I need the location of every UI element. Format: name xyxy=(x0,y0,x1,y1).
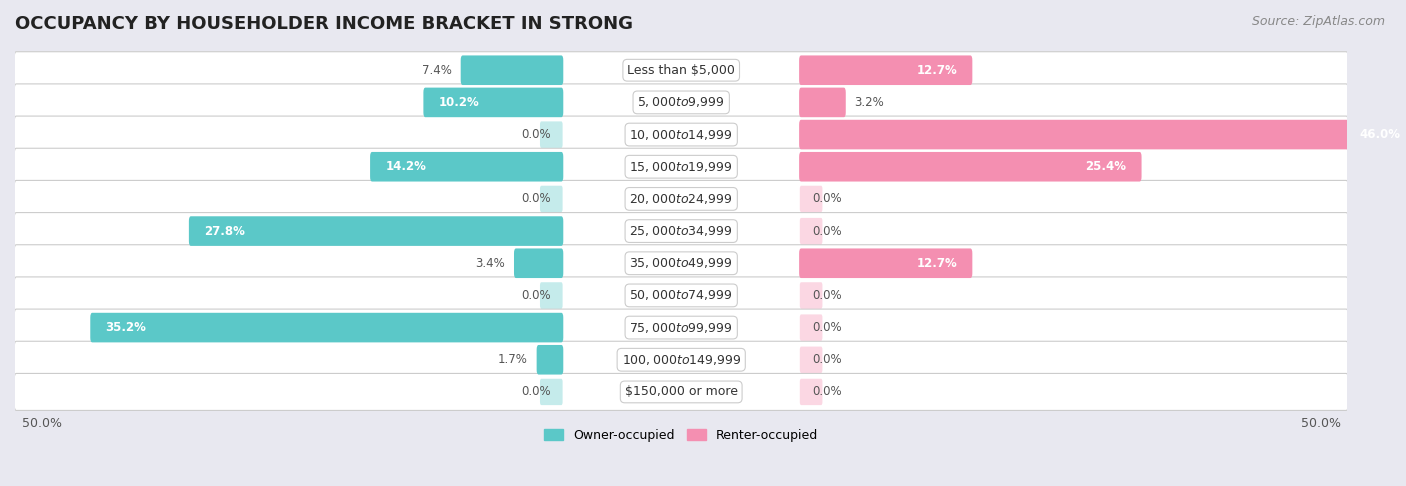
FancyBboxPatch shape xyxy=(799,55,973,85)
FancyBboxPatch shape xyxy=(14,373,1348,410)
FancyBboxPatch shape xyxy=(188,216,564,246)
FancyBboxPatch shape xyxy=(800,218,823,244)
Text: 0.0%: 0.0% xyxy=(522,128,551,141)
FancyBboxPatch shape xyxy=(370,152,564,182)
FancyBboxPatch shape xyxy=(14,309,1348,346)
FancyBboxPatch shape xyxy=(799,87,846,117)
Text: 50.0%: 50.0% xyxy=(21,417,62,430)
Text: 0.0%: 0.0% xyxy=(811,225,841,238)
FancyBboxPatch shape xyxy=(800,282,823,309)
Text: 27.8%: 27.8% xyxy=(204,225,245,238)
Text: $150,000 or more: $150,000 or more xyxy=(624,385,738,399)
FancyBboxPatch shape xyxy=(540,282,562,309)
Text: $10,000 to $14,999: $10,000 to $14,999 xyxy=(630,127,733,141)
FancyBboxPatch shape xyxy=(800,186,823,212)
Text: 3.2%: 3.2% xyxy=(855,96,884,109)
Text: 0.0%: 0.0% xyxy=(811,289,841,302)
FancyBboxPatch shape xyxy=(799,248,973,278)
Text: 12.7%: 12.7% xyxy=(917,64,957,77)
Text: 35.2%: 35.2% xyxy=(105,321,146,334)
Text: $5,000 to $9,999: $5,000 to $9,999 xyxy=(637,95,725,109)
FancyBboxPatch shape xyxy=(14,245,1348,282)
Text: 1.7%: 1.7% xyxy=(498,353,529,366)
FancyBboxPatch shape xyxy=(540,122,562,148)
Text: 0.0%: 0.0% xyxy=(811,192,841,206)
Text: $20,000 to $24,999: $20,000 to $24,999 xyxy=(630,192,733,206)
Text: 12.7%: 12.7% xyxy=(917,257,957,270)
FancyBboxPatch shape xyxy=(14,277,1348,314)
FancyBboxPatch shape xyxy=(515,248,564,278)
FancyBboxPatch shape xyxy=(14,84,1348,121)
FancyBboxPatch shape xyxy=(14,180,1348,217)
Text: 0.0%: 0.0% xyxy=(522,192,551,206)
Text: 0.0%: 0.0% xyxy=(811,353,841,366)
Text: 7.4%: 7.4% xyxy=(422,64,453,77)
FancyBboxPatch shape xyxy=(799,152,1142,182)
FancyBboxPatch shape xyxy=(800,379,823,405)
Text: 0.0%: 0.0% xyxy=(811,385,841,399)
Text: 10.2%: 10.2% xyxy=(439,96,479,109)
FancyBboxPatch shape xyxy=(800,314,823,341)
FancyBboxPatch shape xyxy=(537,345,564,375)
Text: 50.0%: 50.0% xyxy=(1301,417,1341,430)
FancyBboxPatch shape xyxy=(423,87,564,117)
Text: $25,000 to $34,999: $25,000 to $34,999 xyxy=(630,224,733,238)
FancyBboxPatch shape xyxy=(800,347,823,373)
FancyBboxPatch shape xyxy=(14,341,1348,378)
Text: 0.0%: 0.0% xyxy=(522,289,551,302)
Text: Less than $5,000: Less than $5,000 xyxy=(627,64,735,77)
FancyBboxPatch shape xyxy=(799,120,1406,149)
FancyBboxPatch shape xyxy=(14,52,1348,89)
FancyBboxPatch shape xyxy=(461,55,564,85)
Text: 46.0%: 46.0% xyxy=(1360,128,1400,141)
FancyBboxPatch shape xyxy=(540,379,562,405)
Text: $100,000 to $149,999: $100,000 to $149,999 xyxy=(621,353,741,367)
FancyBboxPatch shape xyxy=(14,116,1348,153)
Text: 14.2%: 14.2% xyxy=(385,160,426,173)
Text: $35,000 to $49,999: $35,000 to $49,999 xyxy=(630,256,733,270)
Text: 3.4%: 3.4% xyxy=(475,257,505,270)
Text: Source: ZipAtlas.com: Source: ZipAtlas.com xyxy=(1251,15,1385,28)
Text: 0.0%: 0.0% xyxy=(811,321,841,334)
Text: OCCUPANCY BY HOUSEHOLDER INCOME BRACKET IN STRONG: OCCUPANCY BY HOUSEHOLDER INCOME BRACKET … xyxy=(15,15,633,33)
FancyBboxPatch shape xyxy=(14,212,1348,250)
Text: $75,000 to $99,999: $75,000 to $99,999 xyxy=(630,321,733,334)
Text: $50,000 to $74,999: $50,000 to $74,999 xyxy=(630,288,733,302)
FancyBboxPatch shape xyxy=(540,186,562,212)
Legend: Owner-occupied, Renter-occupied: Owner-occupied, Renter-occupied xyxy=(540,424,823,447)
Text: 0.0%: 0.0% xyxy=(522,385,551,399)
Text: $15,000 to $19,999: $15,000 to $19,999 xyxy=(630,160,733,174)
FancyBboxPatch shape xyxy=(90,313,564,342)
Text: 25.4%: 25.4% xyxy=(1085,160,1126,173)
FancyBboxPatch shape xyxy=(14,148,1348,185)
